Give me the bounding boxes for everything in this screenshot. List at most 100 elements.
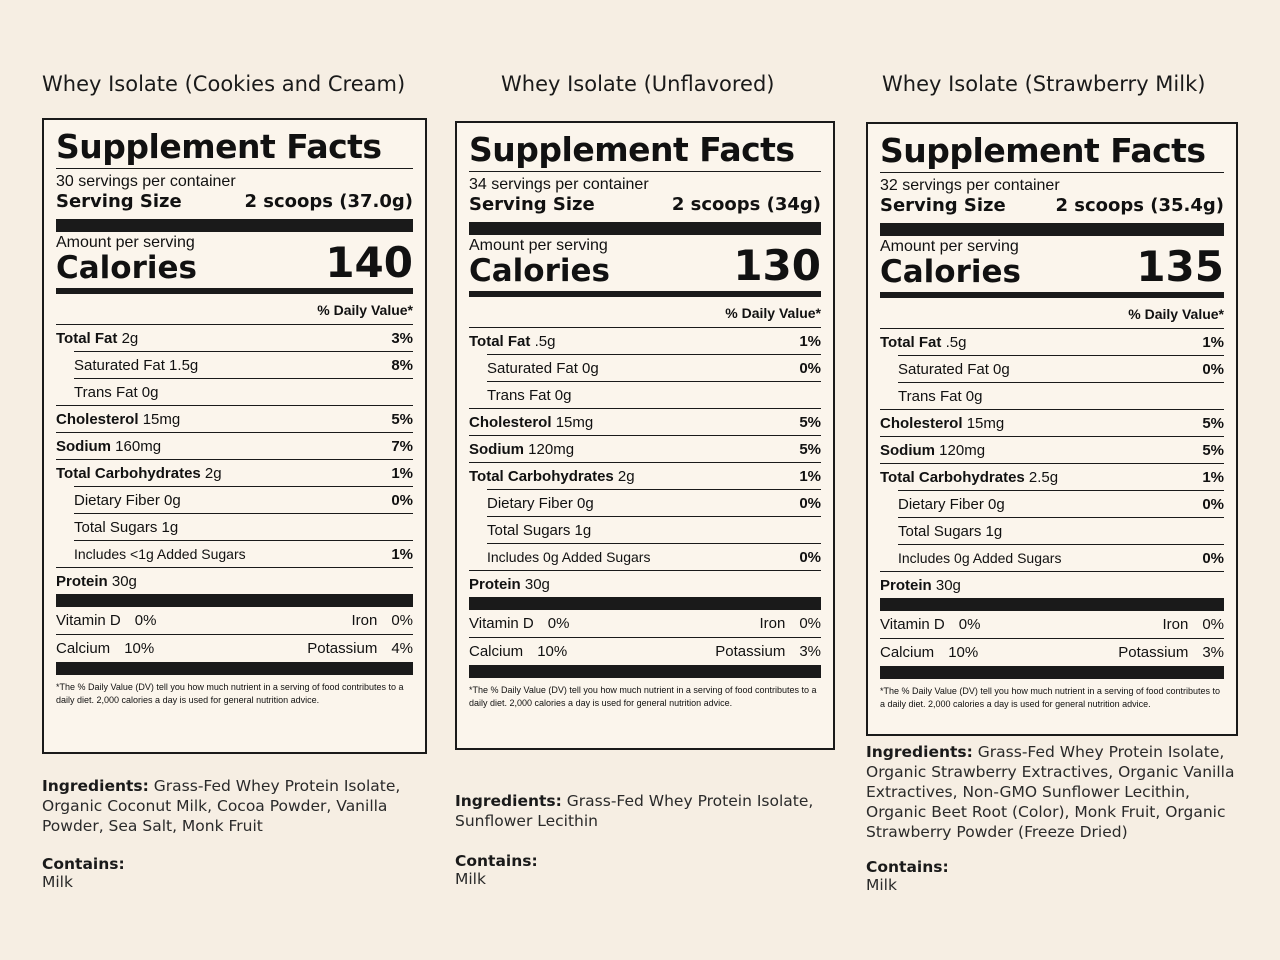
nutrient-amount: 30g — [935, 576, 961, 594]
calories-label: Calories — [880, 254, 1021, 290]
nutrient-name: Total Carbohydrates 2.5g — [880, 469, 1058, 486]
calories-row: Calories 135 — [880, 246, 1224, 290]
nutrient-label: Saturated Fat 0g — [898, 360, 1010, 378]
nutrient-label: Trans Fat 0g — [898, 387, 983, 405]
nutrient-row: Total Carbohydrates 2.5g 1% — [880, 464, 1224, 490]
calories-value: 130 — [733, 241, 821, 290]
nutrient-list: Total Fat 2g 3% Saturated Fat 1.5g 8% Trans … — [56, 325, 413, 594]
vitamin-value: 10% — [948, 644, 979, 661]
nutrient-daily-value: 0% — [799, 359, 821, 377]
vitamin-row: Calcium 10% Potassium 3% — [880, 639, 1224, 666]
nutrient-daily-value: 1% — [391, 464, 413, 482]
ingredients: Ingredients: Grass-Fed Whey Protein Isol… — [455, 791, 835, 831]
nutrient-label: Cholesterol — [56, 410, 139, 428]
nutrient-amount: 15mg — [555, 413, 594, 431]
nutrient-name: Total Fat .5g — [469, 333, 555, 350]
nutrient-name: Cholesterol 15mg — [880, 415, 1004, 432]
nutrient-amount: .5g — [534, 332, 556, 350]
nutrient-label: Total Fat — [56, 329, 118, 347]
amount-per-serving: Amount per serving — [469, 237, 608, 254]
nutrient-daily-value: 1% — [391, 545, 413, 563]
product-title: Whey Isolate (Unflavored) — [501, 72, 775, 96]
nutrient-daily-value: 1% — [799, 467, 821, 485]
nutrient-row: Sodium 160mg 7% — [56, 433, 413, 459]
nutrient-name: Total Carbohydrates 2g — [56, 465, 222, 482]
nutrient-daily-value: 0% — [799, 548, 821, 566]
nutrient-name: Sodium 120mg — [469, 441, 574, 458]
nutrient-row: Cholesterol 15mg 5% — [469, 409, 821, 435]
allergen-contains: Contains: Milk — [42, 855, 125, 891]
calories-value: 135 — [1136, 242, 1224, 291]
vitamin-list: Vitamin D 0% Iron 0% Calcium 10% Potassium 3% — [880, 611, 1224, 666]
nutrient-label: Includes 0g Added Sugars — [487, 549, 651, 565]
nutrient-row: Total Fat .5g 1% — [469, 328, 821, 354]
nutrient-name: Total Sugars 1g — [487, 522, 591, 539]
nutrient-amount: 15mg — [142, 410, 181, 428]
nutrient-name: Sodium 120mg — [880, 442, 985, 459]
contains-label: Contains: — [455, 852, 538, 870]
nutrient-name: Cholesterol 15mg — [469, 414, 593, 431]
vitamin-list: Vitamin D 0% Iron 0% Calcium 10% Potassium 3% — [469, 610, 821, 665]
serving-size-row: Serving Size 2 scoops (37.0g) — [56, 191, 413, 213]
servings-per-container: 30 servings per container — [56, 173, 236, 190]
nutrient-row: Total Fat 2g 3% — [56, 325, 413, 351]
nutrient-row: Dietary Fiber 0g 0% — [469, 490, 821, 516]
serving-size-value: 2 scoops (35.4g) — [1055, 195, 1224, 216]
mineral-name: Potassium — [307, 640, 378, 657]
supplement-facts-panel: Supplement Facts 32 servings per contain… — [866, 122, 1238, 736]
nutrient-row: Includes 0g Added Sugars 0% — [880, 545, 1224, 571]
nutrient-amount: .5g — [945, 333, 967, 351]
nutrient-row: Total Sugars 1g — [469, 517, 821, 543]
serving-size-row: Serving Size 2 scoops (34g) — [469, 194, 821, 216]
vitamin-name: Vitamin D — [56, 612, 121, 629]
nutrient-amount: 160mg — [115, 437, 162, 455]
nutrient-name: Dietary Fiber 0g — [898, 496, 1005, 513]
nutrient-name: Saturated Fat 0g — [898, 361, 1010, 378]
vitamin-left: Calcium 10% — [56, 640, 154, 657]
vitamin-name: Vitamin D — [469, 615, 534, 632]
vitamin-name: Calcium — [880, 644, 935, 661]
nutrient-daily-value: 5% — [799, 413, 821, 431]
vitamin-right: Potassium 3% — [1118, 644, 1224, 661]
amount-per-serving: Amount per serving — [56, 234, 195, 251]
allergen-contains: Contains: Milk — [455, 852, 538, 888]
supplement-facts-panel: Supplement Facts 30 servings per contain… — [42, 118, 427, 754]
nutrient-row: Protein 30g — [880, 572, 1224, 598]
nutrient-row: Total Carbohydrates 2g 1% — [469, 463, 821, 489]
product-title: Whey Isolate (Cookies and Cream) — [42, 72, 406, 96]
nutrient-daily-value: 1% — [1202, 333, 1224, 351]
mineral-name: Iron — [351, 612, 378, 629]
vitamin-row: Calcium 10% Potassium 3% — [469, 638, 821, 665]
serving-size-label: Serving Size — [56, 191, 182, 212]
vitamin-left: Vitamin D 0% — [469, 615, 569, 632]
nutrient-amount: 2g — [204, 464, 222, 482]
mineral-name: Iron — [759, 615, 786, 632]
nutrient-name: Total Sugars 1g — [74, 519, 178, 536]
nutrient-daily-value: 5% — [799, 440, 821, 458]
mineral-value: 0% — [391, 612, 413, 629]
contains-label: Contains: — [42, 855, 125, 873]
nutrient-name: Saturated Fat 1.5g — [74, 357, 198, 374]
nutrient-daily-value: 7% — [391, 437, 413, 455]
nutrient-daily-value: 5% — [391, 410, 413, 428]
vitamin-value: 0% — [547, 615, 570, 632]
nutrient-daily-value: 1% — [1202, 468, 1224, 486]
nutrient-label: Protein — [469, 575, 521, 593]
servings-per-container: 34 servings per container — [469, 176, 649, 193]
nutrient-name: Trans Fat 0g — [898, 388, 982, 405]
mineral-value: 3% — [799, 643, 821, 660]
nutrient-name: Total Fat 2g — [56, 330, 138, 347]
calories-value: 140 — [325, 238, 413, 287]
vitamin-left: Calcium 10% — [469, 643, 567, 660]
nutrient-row: Saturated Fat 0g 0% — [469, 355, 821, 381]
nutrient-label: Total Sugars 1g — [74, 518, 179, 536]
mineral-value: 4% — [391, 640, 413, 657]
nutrient-row: Protein 30g — [56, 568, 413, 594]
ingredients-text: Grass-Fed Whey Protein Isolate, Sunflowe… — [455, 792, 814, 830]
nutrient-label: Total Carbohydrates — [56, 464, 201, 482]
nutrient-daily-value: 0% — [799, 494, 821, 512]
nutrient-name: Total Sugars 1g — [898, 523, 1002, 540]
mineral-name: Iron — [1162, 616, 1189, 633]
nutrient-label: Protein — [880, 576, 932, 594]
nutrient-label: Total Fat — [469, 332, 531, 350]
